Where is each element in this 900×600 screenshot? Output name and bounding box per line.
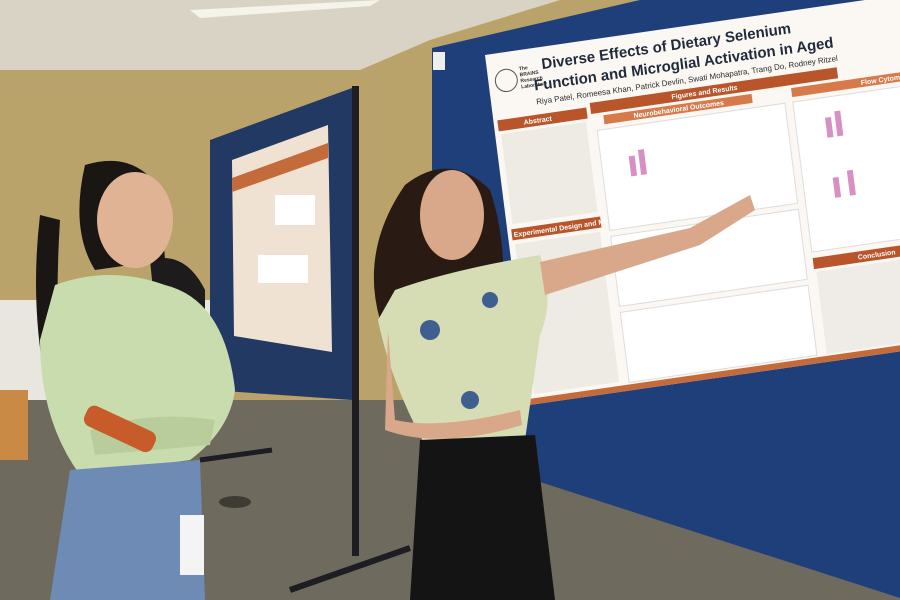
person-presenter: [373, 168, 755, 600]
section-band: [603, 93, 753, 125]
figure-bar: [846, 169, 856, 196]
board-tag: [433, 52, 445, 70]
logo-mark: [494, 68, 518, 93]
poster-footer: [528, 336, 900, 405]
stand-foot: [199, 447, 273, 463]
logo-text: The: [519, 65, 529, 72]
top-print: [461, 391, 479, 409]
poster: Diverse Effects of Dietary Selenium Func…: [485, 0, 900, 405]
ceiling-light: [190, 0, 380, 18]
top-print: [482, 292, 498, 308]
section-heading: Abstract: [523, 116, 553, 127]
floor-outlet: [219, 496, 251, 508]
face: [420, 170, 484, 260]
back-poster-figure: [275, 195, 315, 225]
floral-top: [378, 255, 548, 445]
logo-text: Research: [520, 75, 543, 84]
figure-panel: [792, 82, 900, 253]
figure-bar: [637, 149, 648, 175]
logo-text: BRAINS: [519, 70, 539, 79]
section-band: [497, 107, 588, 132]
side-table: [0, 390, 28, 460]
abstract-text: [501, 121, 598, 225]
section-band: [511, 216, 602, 241]
figure-bar: [832, 176, 842, 198]
back-poster-band: [232, 143, 328, 192]
section-band: [589, 67, 839, 114]
drink-can: [83, 405, 156, 453]
figure-panel: [619, 284, 818, 383]
black-pants: [410, 435, 555, 600]
figure-bar: [825, 116, 834, 138]
face: [97, 172, 173, 268]
ceiling: [0, 0, 560, 70]
top-print: [420, 320, 440, 340]
section-band: [812, 238, 900, 270]
badge: [180, 515, 204, 575]
figure-bar: [834, 110, 844, 137]
jeans: [50, 460, 205, 600]
figure-bar: [628, 155, 638, 177]
section-band: [791, 68, 900, 98]
stand-foot: [289, 545, 411, 593]
resting-arm: [385, 330, 522, 439]
pointing-arm: [540, 195, 755, 295]
conclusion-text: [816, 252, 900, 354]
back-poster-figure: [258, 255, 308, 283]
board-stand: [352, 86, 359, 556]
person-left: [36, 160, 235, 600]
logo-text: Laboratory: [521, 81, 548, 91]
